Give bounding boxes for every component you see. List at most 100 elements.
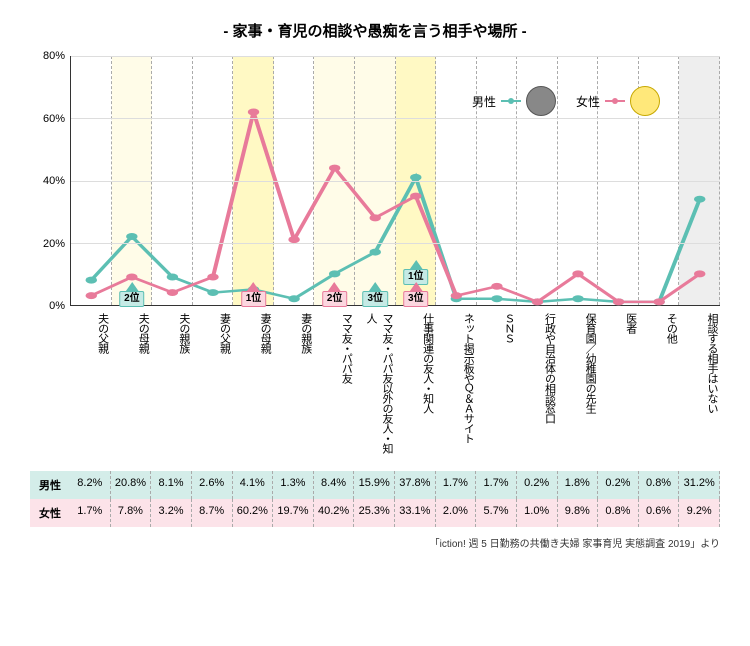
y-tick-label: 0% xyxy=(49,300,65,312)
table-cell: 1.8% xyxy=(558,471,599,499)
row-cells: 1.7%7.8%3.2%8.7%60.2%19.7%40.2%25.3%33.1… xyxy=(70,499,720,527)
row-cells: 8.2%20.8%8.1%2.6%4.1%1.3%8.4%15.9%37.8%1… xyxy=(70,471,720,499)
data-point xyxy=(370,249,381,256)
x-axis-label: 保育園／幼稚園の先生 xyxy=(558,311,599,461)
gridline xyxy=(71,118,720,119)
table-cell: 0.8% xyxy=(598,499,639,527)
table-cell: 1.7% xyxy=(436,471,477,499)
table-cell: 2.0% xyxy=(436,499,477,527)
data-point xyxy=(167,289,178,296)
y-axis: 0%20%40%60%80% xyxy=(30,56,70,306)
table-cell: 33.1% xyxy=(395,499,436,527)
data-point xyxy=(207,289,218,296)
x-axis-label: 妻の親族 xyxy=(273,311,314,461)
table-cell: 8.7% xyxy=(192,499,233,527)
row-header: 男性 xyxy=(30,471,70,499)
gridline xyxy=(71,243,720,244)
table-cell: 0.2% xyxy=(517,471,558,499)
source-text: 「iction! 週 5 日勤務の共働き夫婦 家事育児 実態調査 2019」より xyxy=(30,535,720,550)
data-point xyxy=(572,295,583,302)
x-axis-label: 妻の父親 xyxy=(192,311,233,461)
table-cell: 31.2% xyxy=(679,471,720,499)
legend-swatch xyxy=(605,100,625,102)
table-cell: 1.0% xyxy=(517,499,558,527)
x-axis-label: 夫の親族 xyxy=(151,311,192,461)
data-point xyxy=(370,214,381,221)
data-point xyxy=(126,274,137,281)
table-cell: 25.3% xyxy=(354,499,395,527)
y-tick-label: 80% xyxy=(43,50,65,62)
x-axis-label: その他 xyxy=(639,311,680,461)
legend-item: 女性 xyxy=(576,86,660,116)
table-cell: 1.3% xyxy=(273,471,314,499)
table-cell: 0.2% xyxy=(598,471,639,499)
legend-swatch xyxy=(501,100,521,102)
table-cell: 0.8% xyxy=(639,471,680,499)
data-point xyxy=(86,292,97,299)
table-cell: 60.2% xyxy=(233,499,274,527)
table-cell: 15.9% xyxy=(354,471,395,499)
table-cell: 1.7% xyxy=(476,471,517,499)
ranking-badge: 2位 xyxy=(322,291,348,307)
gridline xyxy=(71,56,720,57)
table-cell: 9.2% xyxy=(679,499,720,527)
data-point xyxy=(329,270,340,277)
legend-label: 男性 xyxy=(472,93,496,110)
ranking-badge: 3位 xyxy=(362,291,388,307)
table-cell: 37.8% xyxy=(395,471,436,499)
data-point xyxy=(532,298,543,305)
x-axis-label: 仕事関連の友人・知人 xyxy=(395,311,436,461)
y-tick-label: 60% xyxy=(43,113,65,125)
x-axis-label: 相談する相手はいない xyxy=(679,311,720,461)
table-cell: 8.1% xyxy=(151,471,192,499)
table-cell: 0.6% xyxy=(639,499,680,527)
x-axis-labels: 夫の父親夫の母親夫の親族妻の父親妻の母親妻の親族ママ友・パパ友ママ友・パパ友以外… xyxy=(70,311,720,461)
ranking-badge: 3位 xyxy=(403,291,429,307)
chart-area: 0%20%40%60%80% 2位1位2位3位1位3位 男性 女性 xyxy=(70,56,720,306)
x-axis-label: 行政や自治体の相談窓口 xyxy=(517,311,558,461)
data-point xyxy=(410,193,421,200)
table-cell: 3.2% xyxy=(151,499,192,527)
chart-container: - 家事・育児の相談や愚痴を言う相手や場所 - 0% 20% 40% 60% 80% 2… xyxy=(0,0,750,646)
table-cell: 9.8% xyxy=(558,499,599,527)
series-line xyxy=(91,112,699,302)
table-cell: 2.6% xyxy=(192,471,233,499)
data-point xyxy=(288,295,299,302)
x-axis-label: 夫の母親 xyxy=(111,311,152,461)
x-axis-label: ＳＮＳ xyxy=(476,311,517,461)
series-line xyxy=(91,177,699,302)
data-point xyxy=(572,270,583,277)
x-axis-label: 夫の父親 xyxy=(70,311,111,461)
data-table: 男性8.2%20.8%8.1%2.6%4.1%1.3%8.4%15.9%37.8… xyxy=(30,471,720,527)
data-point xyxy=(167,274,178,281)
legend-label: 女性 xyxy=(576,93,600,110)
data-point xyxy=(653,298,664,305)
table-cell: 8.2% xyxy=(70,471,111,499)
x-axis-label: 医者 xyxy=(598,311,639,461)
data-point xyxy=(694,270,705,277)
female-face-icon xyxy=(630,86,660,116)
data-point xyxy=(207,274,218,281)
data-point xyxy=(491,283,502,290)
chart-title: - 家事・育児の相談や愚痴を言う相手や場所 - xyxy=(30,20,720,41)
table-cell: 5.7% xyxy=(476,499,517,527)
data-point xyxy=(694,196,705,203)
data-point xyxy=(613,298,624,305)
ranking-badge: 1位 xyxy=(241,291,267,307)
y-tick-label: 40% xyxy=(43,175,65,187)
data-point xyxy=(491,295,502,302)
data-point xyxy=(86,277,97,284)
table-row: 男性8.2%20.8%8.1%2.6%4.1%1.3%8.4%15.9%37.8… xyxy=(30,471,720,499)
table-cell: 4.1% xyxy=(233,471,274,499)
table-cell: 1.7% xyxy=(70,499,111,527)
table-cell: 20.8% xyxy=(111,471,152,499)
table-cell: 19.7% xyxy=(273,499,314,527)
table-row: 女性1.7%7.8%3.2%8.7%60.2%19.7%40.2%25.3%33… xyxy=(30,499,720,527)
row-header: 女性 xyxy=(30,499,70,527)
gridline xyxy=(71,181,720,182)
y-tick-label: 20% xyxy=(43,238,65,250)
data-point xyxy=(248,109,259,116)
data-point xyxy=(451,292,462,299)
x-axis-label: ネット掲示板やＱ＆Ａサイト xyxy=(436,311,477,461)
x-axis-label: ママ友・パパ友以外の友人・知人 xyxy=(354,311,395,461)
